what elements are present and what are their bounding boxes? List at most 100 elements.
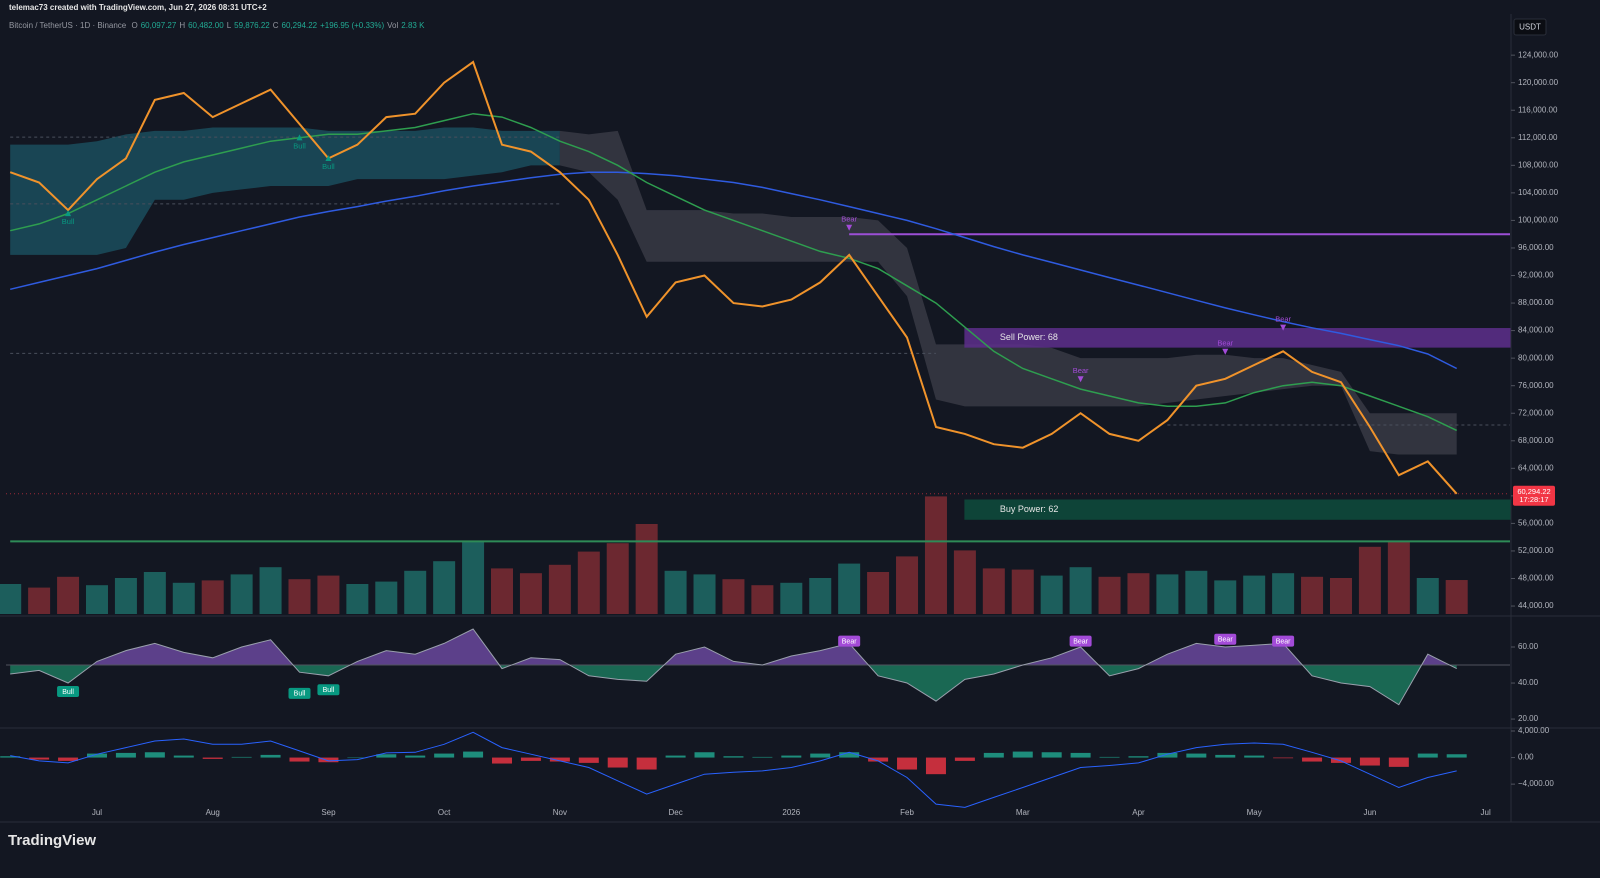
macd-histogram-bar: [1273, 757, 1294, 759]
macd-histogram-bar: [897, 757, 918, 770]
x-tick-label: Jul: [92, 808, 102, 817]
macd-histogram-bar: [405, 755, 426, 758]
y-tick-label: 64,000.00: [1518, 463, 1554, 472]
macd-histogram-bar: [202, 757, 223, 759]
signal-badge: [838, 635, 861, 647]
signal-badge: [1272, 635, 1295, 647]
macd-histogram-bar: [1012, 751, 1033, 758]
macd-histogram-bar: [1359, 757, 1380, 766]
ohlc-label: O: [131, 21, 138, 30]
volume-bar: [1416, 578, 1439, 614]
macd-histogram-bar: [260, 754, 281, 758]
y-tick-label: 76,000.00: [1518, 381, 1554, 390]
macd-histogram-bar: [231, 756, 252, 758]
y-tick-label: 48,000.00: [1518, 574, 1554, 583]
x-tick-label: Jun: [1363, 808, 1376, 817]
change: +196.95 (+0.33%): [320, 21, 385, 30]
volume-bar: [491, 568, 514, 614]
x-tick-label: Oct: [438, 808, 451, 817]
macd-histogram-bar: [376, 754, 397, 758]
watermark: telemac73 created with TradingView.com, …: [9, 3, 267, 12]
macd-histogram-bar: [723, 756, 744, 758]
macd-histogram-bar: [752, 756, 773, 758]
y-tick-label: 100,000.00: [1518, 216, 1559, 225]
macd-histogram-bar: [868, 757, 889, 762]
macd-histogram-bar: [144, 752, 165, 758]
macd-histogram-bar: [1128, 756, 1149, 758]
macd-histogram-bar: [1244, 755, 1265, 758]
signal-marker: [1222, 348, 1229, 355]
macd-histogram-bar: [1099, 756, 1120, 758]
volume-bar: [953, 550, 976, 614]
volume-bar: [1040, 575, 1063, 614]
countdown: 17:28:17: [1519, 495, 1548, 504]
y-tick-label: 96,000.00: [1518, 243, 1554, 252]
macd-histogram-bar: [173, 755, 194, 758]
volume-bar: [1185, 570, 1208, 614]
volume-bar: [114, 578, 137, 614]
moving-average: [10, 171, 1458, 370]
moving-average: [10, 112, 1458, 432]
x-tick-label: May: [1247, 808, 1262, 817]
macd-histogram-bar: [549, 757, 570, 762]
volume-bar: [751, 585, 774, 614]
power-zone: [964, 499, 1511, 520]
signal-marker: [1077, 376, 1084, 383]
macd-histogram-bar: [1157, 752, 1178, 758]
x-tick-label: Jul: [1481, 808, 1491, 817]
signal-badge: [288, 687, 311, 699]
volume-bar: [606, 543, 629, 614]
volume-bar: [1272, 573, 1295, 614]
volume-bar: [635, 524, 658, 614]
x-tick-label: Mar: [1016, 808, 1030, 817]
volume-bar: [693, 574, 716, 614]
ohlc-label: H: [179, 21, 186, 30]
volume-value: 2.83 K: [401, 21, 425, 30]
y-tick-label: 60.00: [1518, 642, 1539, 651]
macd-histogram-bar: [839, 752, 860, 758]
volume-bar: [1387, 542, 1410, 614]
zone-label: Sell Power: 68: [1000, 332, 1058, 342]
signal-marker: [296, 134, 303, 141]
volume-bar: [722, 579, 745, 614]
macd-histogram-bar: [578, 757, 599, 763]
price-line: [9, 60, 1458, 495]
signal-badge: [57, 686, 80, 698]
volume-bar: [1214, 580, 1237, 614]
volume-bar: [172, 582, 195, 614]
logo: TradingView: [8, 832, 97, 849]
header: telemac73 created with TradingView.com, …: [9, 3, 427, 30]
volume-bar: [375, 581, 398, 614]
macd-histogram-bar: [492, 757, 513, 764]
volume-bar: [28, 587, 51, 614]
y-tick-label: 4,000.00: [1518, 726, 1550, 735]
cloud-band: [10, 127, 560, 255]
volume-label: Vol: [387, 21, 399, 30]
y-tick-label: 20.00: [1518, 714, 1539, 723]
volume-bar: [1098, 576, 1121, 614]
macd-histogram-bar: [1446, 754, 1467, 758]
volume-bar: [57, 576, 80, 614]
legend-row: Bitcoin / TetherUS · 1D · Binance O 60,09…: [9, 21, 427, 30]
volume-bar: [924, 496, 947, 614]
signal-badge: [1214, 633, 1237, 645]
volume-bar: [896, 556, 919, 614]
volume-bar: [433, 561, 456, 614]
volume-bar: [664, 570, 687, 614]
macd-histogram-bar: [954, 757, 975, 761]
signal-badge-label: Bear: [1218, 637, 1233, 644]
signal-label: Bear: [1275, 315, 1291, 324]
volume-bar: [201, 580, 224, 614]
symbol: Bitcoin / TetherUS · 1D · Binance: [9, 21, 127, 30]
macd-histogram-bar: [463, 751, 484, 758]
signal-marker: [846, 224, 853, 231]
volume-bar: [462, 542, 485, 614]
macd-histogram-bar: [289, 757, 310, 762]
x-tick-label: Aug: [206, 808, 220, 817]
signal-badge-label: Bear: [842, 638, 857, 645]
y-tick-label: 120,000.00: [1518, 78, 1559, 87]
signal-badge: [1069, 635, 1092, 647]
y-tick-label: 44,000.00: [1518, 601, 1554, 610]
macd-histogram-bar: [694, 752, 715, 758]
